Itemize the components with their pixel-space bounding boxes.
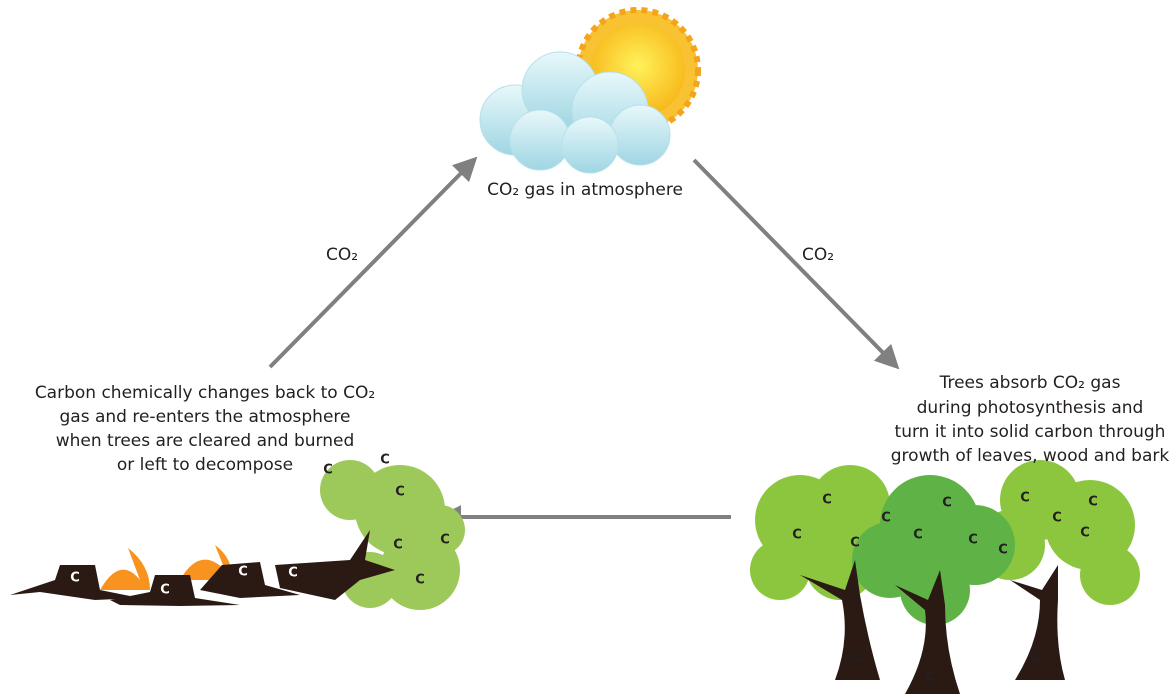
carbon-symbol: C — [393, 538, 403, 553]
edge-label: CO₂ — [326, 245, 358, 265]
trees — [750, 460, 1140, 694]
node-label: turn it into solid carbon through — [895, 422, 1166, 442]
carbon-symbol: C — [998, 543, 1008, 558]
carbon-symbol: C — [853, 651, 863, 666]
carbon-symbol: C — [850, 536, 860, 551]
carbon-symbol: C — [323, 463, 333, 478]
node-label: or left to decompose — [117, 455, 293, 475]
stumps — [10, 545, 300, 606]
carbon-symbol: C — [288, 566, 298, 581]
node-label: CO₂ gas in atmosphere — [487, 180, 683, 200]
carbon-symbol: C — [822, 493, 832, 508]
carbon-symbol: C — [792, 528, 802, 543]
carbon-symbol: C — [238, 565, 248, 580]
fallen-tree — [275, 460, 465, 610]
carbon-symbol: C — [1080, 526, 1090, 541]
node-label: during photosynthesis and — [917, 398, 1144, 418]
carbon-symbol: C — [968, 533, 978, 548]
carbon-symbol: C — [160, 583, 170, 598]
carbon-symbol: C — [1052, 511, 1062, 526]
carbon-symbol: C — [925, 671, 935, 686]
carbon-symbol: C — [395, 485, 405, 500]
node-label: growth of leaves, wood and bark — [891, 446, 1170, 466]
carbon-symbol: C — [1020, 491, 1030, 506]
carbon-symbol: C — [1088, 495, 1098, 510]
carbon-symbol: C — [440, 533, 450, 548]
cloud — [479, 51, 671, 174]
carbon-symbol: C — [1030, 651, 1040, 666]
carbon-symbol: C — [881, 511, 891, 526]
carbon-symbol: C — [415, 573, 425, 588]
arrow — [268, 156, 478, 369]
node-label: Trees absorb CO₂ gas — [939, 373, 1121, 393]
carbon-symbol: C — [380, 453, 390, 468]
node-label: gas and re-enters the atmosphere — [60, 407, 351, 427]
edge-label: CO₂ — [802, 245, 834, 265]
carbon-symbol: C — [942, 496, 952, 511]
carbon-symbol: C — [913, 528, 923, 543]
arrow — [692, 158, 900, 370]
node-label: Carbon chemically changes back to CO₂ — [35, 383, 375, 403]
carbon-symbol: C — [70, 571, 80, 586]
node-label: when trees are cleared and burned — [56, 431, 355, 451]
